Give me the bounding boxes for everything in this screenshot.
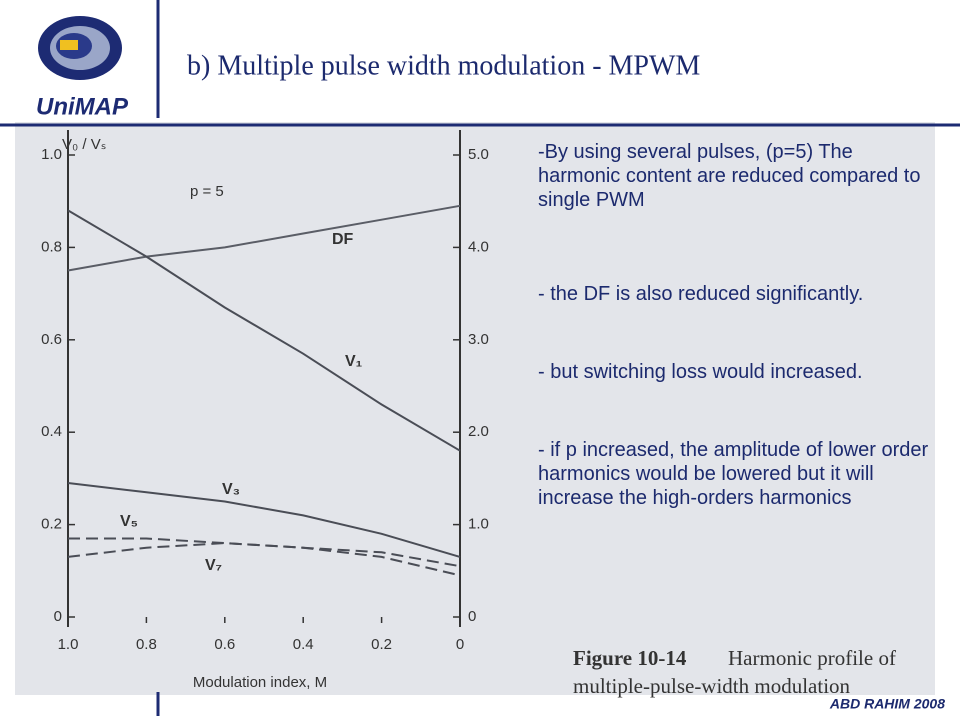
x-tick-label: 0.2 <box>371 636 392 653</box>
y2-tick-label: 2.0 <box>468 423 489 440</box>
logo-text: UniMAP <box>36 93 129 120</box>
series-label: DF <box>332 231 354 248</box>
caption: multiple-pulse-width modulation <box>573 674 851 698</box>
footer: ABD RAHIM 2008 <box>829 696 945 712</box>
series-line <box>67 204 461 272</box>
slide-title: b) Multiple pulse width modulation - MPW… <box>187 50 700 81</box>
logo: UniMAP <box>36 16 129 120</box>
x-tick-label: 0.8 <box>136 636 157 653</box>
bullet: - the DF is also reduced significantly. <box>538 283 864 305</box>
series-line <box>68 537 461 568</box>
y2-tick-label: 4.0 <box>468 238 489 255</box>
y-axis-label: V₀ / Vₛ <box>62 136 106 153</box>
y2-tick-label: 5.0 <box>468 146 489 163</box>
x-tick-label: 0.6 <box>214 636 235 653</box>
y-tick-label: 1.0 <box>41 146 62 163</box>
x-tick-label: 0 <box>456 636 464 653</box>
series-label: V₃ <box>222 481 240 498</box>
caption: Harmonic profile of <box>728 646 896 670</box>
y-tick-label: 0.6 <box>41 331 62 348</box>
y-tick-label: 0.4 <box>41 423 62 440</box>
bullet: - but switching loss would increased. <box>538 361 863 383</box>
series-label: V₇ <box>205 557 222 574</box>
series-line <box>67 542 461 577</box>
figure-background <box>15 122 935 695</box>
bullet: - if p increased, the amplitude of lower… <box>538 439 929 509</box>
y-tick-label: 0.8 <box>41 238 62 255</box>
y2-tick-label: 0 <box>468 608 476 625</box>
y-tick-label: 0.2 <box>41 516 62 533</box>
bullet: -By using several pulses, (p=5) The harm… <box>538 141 921 211</box>
x-tick-label: 0.4 <box>293 636 314 653</box>
x-tick-label: 1.0 <box>58 636 79 653</box>
series-label: V₁ <box>345 353 363 370</box>
annotation: p = 5 <box>190 183 224 200</box>
y-tick-label: 0 <box>54 608 62 625</box>
series-line <box>67 482 461 558</box>
x-axis-label: Modulation index, M <box>193 674 327 691</box>
series-line <box>67 209 461 452</box>
caption-number: Figure 10-14 <box>573 646 687 670</box>
y2-tick-label: 3.0 <box>468 331 489 348</box>
series-label: V₅ <box>120 513 138 530</box>
y2-tick-label: 1.0 <box>468 516 489 533</box>
